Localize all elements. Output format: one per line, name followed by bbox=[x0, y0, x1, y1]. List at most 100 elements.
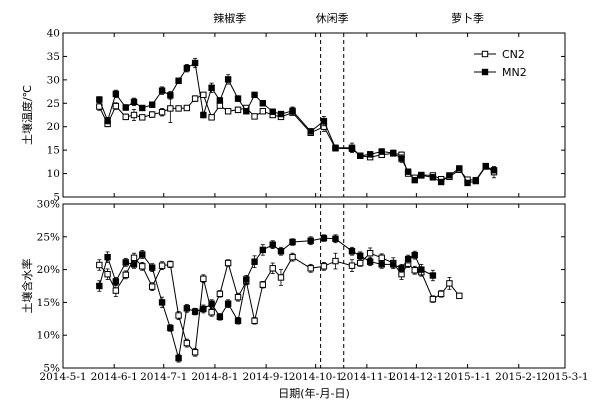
x-tick-label: 2014-11-1 bbox=[340, 371, 394, 383]
data-point-cn2 bbox=[175, 312, 182, 319]
data-point-mn2 bbox=[277, 110, 285, 118]
data-point-cn2 bbox=[167, 105, 174, 112]
data-point-mn2 bbox=[456, 165, 463, 172]
data-point-mn2 bbox=[234, 317, 242, 324]
data-point-mn2 bbox=[332, 235, 339, 242]
data-point-mn2 bbox=[216, 313, 224, 321]
data-point-cn2 bbox=[437, 290, 445, 298]
data-point-cn2 bbox=[130, 111, 138, 119]
data-point-cn2 bbox=[139, 114, 146, 121]
data-point-cn2 bbox=[320, 263, 328, 270]
data-point-mn2 bbox=[378, 148, 385, 155]
y-tick-label: 20% bbox=[37, 264, 60, 276]
data-point-cn2 bbox=[332, 257, 339, 265]
data-point-mn2 bbox=[251, 91, 258, 99]
data-point-mn2 bbox=[418, 266, 425, 273]
data-point-mn2 bbox=[259, 246, 267, 254]
data-point-mn2 bbox=[348, 144, 356, 152]
y-axis-label: 土壤含水率 bbox=[20, 259, 34, 314]
data-point-cn2 bbox=[139, 263, 146, 270]
data-point-mn2 bbox=[200, 111, 207, 119]
data-point-cn2 bbox=[191, 95, 199, 102]
data-point-mn2 bbox=[148, 101, 156, 108]
data-point-mn2 bbox=[224, 76, 232, 83]
data-point-mn2 bbox=[259, 100, 267, 107]
data-point-cn2 bbox=[234, 293, 242, 301]
data-point-cn2 bbox=[130, 254, 138, 261]
data-point-mn2 bbox=[224, 300, 232, 307]
y-tick-label: 35 bbox=[47, 51, 60, 63]
data-point-mn2 bbox=[234, 95, 242, 102]
data-point-mn2 bbox=[490, 167, 498, 174]
text-layer: 5 10 15 20 25 30 35 40 土壤温度/℃ 5% 10% 15% 20% 25% 30% 土壤… bbox=[20, 11, 589, 400]
data-point-cn2 bbox=[251, 113, 258, 120]
data-point-cn2 bbox=[175, 105, 182, 112]
data-point-cn2 bbox=[378, 254, 385, 261]
y-tick-label: 25 bbox=[47, 98, 60, 110]
data-point-mn2 bbox=[332, 144, 339, 152]
data-point-mn2 bbox=[390, 149, 397, 157]
data-point-mn2 bbox=[411, 176, 418, 184]
data-point-mn2 bbox=[307, 237, 314, 244]
data-point-mn2 bbox=[289, 107, 296, 114]
data-point-cn2 bbox=[112, 102, 120, 110]
data-point-cn2 bbox=[269, 265, 276, 272]
data-point-mn2 bbox=[269, 108, 276, 115]
data-point-cn2 bbox=[112, 287, 120, 294]
y-tick-label: 20 bbox=[47, 121, 60, 133]
y-tick-label: 30 bbox=[47, 74, 60, 86]
data-point-cn2 bbox=[96, 261, 103, 269]
data-point-cn2 bbox=[158, 262, 166, 269]
data-point-cn2 bbox=[148, 111, 156, 118]
data-point-mn2 bbox=[191, 308, 199, 315]
y-tick-label: 25% bbox=[37, 231, 60, 243]
data-point-mn2 bbox=[289, 238, 296, 246]
data-point-mn2 bbox=[464, 179, 471, 187]
data-point-mn2 bbox=[429, 272, 437, 279]
data-point-mn2 bbox=[404, 255, 412, 263]
x-tick-label: 2014-8-1 bbox=[191, 371, 238, 383]
data-point-mn2 bbox=[200, 305, 207, 313]
x-tick-label: 2014-5-1 bbox=[39, 371, 86, 383]
data-point-mn2 bbox=[130, 261, 138, 268]
data-point-mn2 bbox=[418, 172, 425, 179]
data-point-mn2 bbox=[437, 178, 445, 186]
y-axis-label: 土壤温度/℃ bbox=[20, 85, 34, 145]
data-point-cn2 bbox=[366, 250, 374, 257]
x-axis-label: 日期(年-月-日) bbox=[278, 386, 350, 400]
y-tick-label: 30% bbox=[37, 199, 60, 211]
data-point-cn2 bbox=[216, 290, 224, 298]
data-point-mn2 bbox=[139, 104, 146, 112]
data-point-mn2 bbox=[167, 324, 174, 332]
data-point-mn2 bbox=[472, 177, 480, 185]
data-point-mn2 bbox=[130, 98, 138, 106]
data-point-cn2 bbox=[224, 259, 232, 267]
data-point-cn2 bbox=[104, 270, 111, 278]
data-point-mn2 bbox=[208, 84, 215, 92]
y-tick-label: 10% bbox=[37, 330, 60, 342]
data-point-mn2 bbox=[378, 261, 385, 268]
data-point-mn2 bbox=[357, 152, 364, 159]
data-point-mn2 bbox=[398, 265, 405, 272]
data-point-mn2 bbox=[175, 354, 182, 362]
data-point-mn2 bbox=[251, 258, 258, 265]
data-point-mn2 bbox=[243, 276, 250, 283]
data-point-cn2 bbox=[200, 91, 207, 99]
data-point-mn2 bbox=[122, 259, 129, 266]
data-point-mn2 bbox=[139, 251, 146, 258]
data-point-cn2 bbox=[456, 292, 463, 300]
data-point-cn2 bbox=[234, 106, 242, 114]
data-point-mn2 bbox=[96, 282, 103, 290]
data-point-mn2 bbox=[148, 264, 156, 271]
data-point-mn2 bbox=[398, 155, 405, 162]
data-point-cn2 bbox=[122, 271, 129, 279]
data-point-mn2 bbox=[158, 299, 166, 306]
data-point-cn2 bbox=[148, 283, 156, 290]
data-point-cn2 bbox=[167, 261, 174, 268]
data-point-mn2 bbox=[366, 258, 374, 265]
legend-label-cn2: CN2 bbox=[502, 48, 525, 61]
data-point-mn2 bbox=[390, 261, 397, 268]
data-point-mn2 bbox=[112, 90, 120, 98]
data-point-mn2 bbox=[366, 151, 374, 158]
